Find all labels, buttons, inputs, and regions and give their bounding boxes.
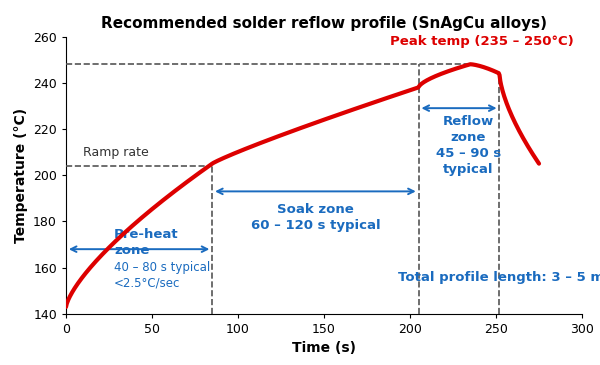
X-axis label: Time (s): Time (s) [292,342,356,356]
Text: Reflow
zone
45 – 90 s
typical: Reflow zone 45 – 90 s typical [436,115,501,176]
Text: Soak zone
60 – 120 s typical: Soak zone 60 – 120 s typical [251,203,380,232]
Text: 40 – 80 s typical
<2.5°C/sec: 40 – 80 s typical <2.5°C/sec [114,261,211,290]
Text: Pre-heat
zone: Pre-heat zone [114,228,179,257]
Title: Recommended solder reflow profile (SnAgCu alloys): Recommended solder reflow profile (SnAgC… [101,16,547,31]
Text: Total profile length: 3 – 5 mins: Total profile length: 3 – 5 mins [398,271,600,284]
Text: Ramp rate: Ramp rate [83,146,149,159]
Text: Peak temp (235 – 250°C): Peak temp (235 – 250°C) [389,35,574,48]
Y-axis label: Temperature (°C): Temperature (°C) [14,108,28,243]
